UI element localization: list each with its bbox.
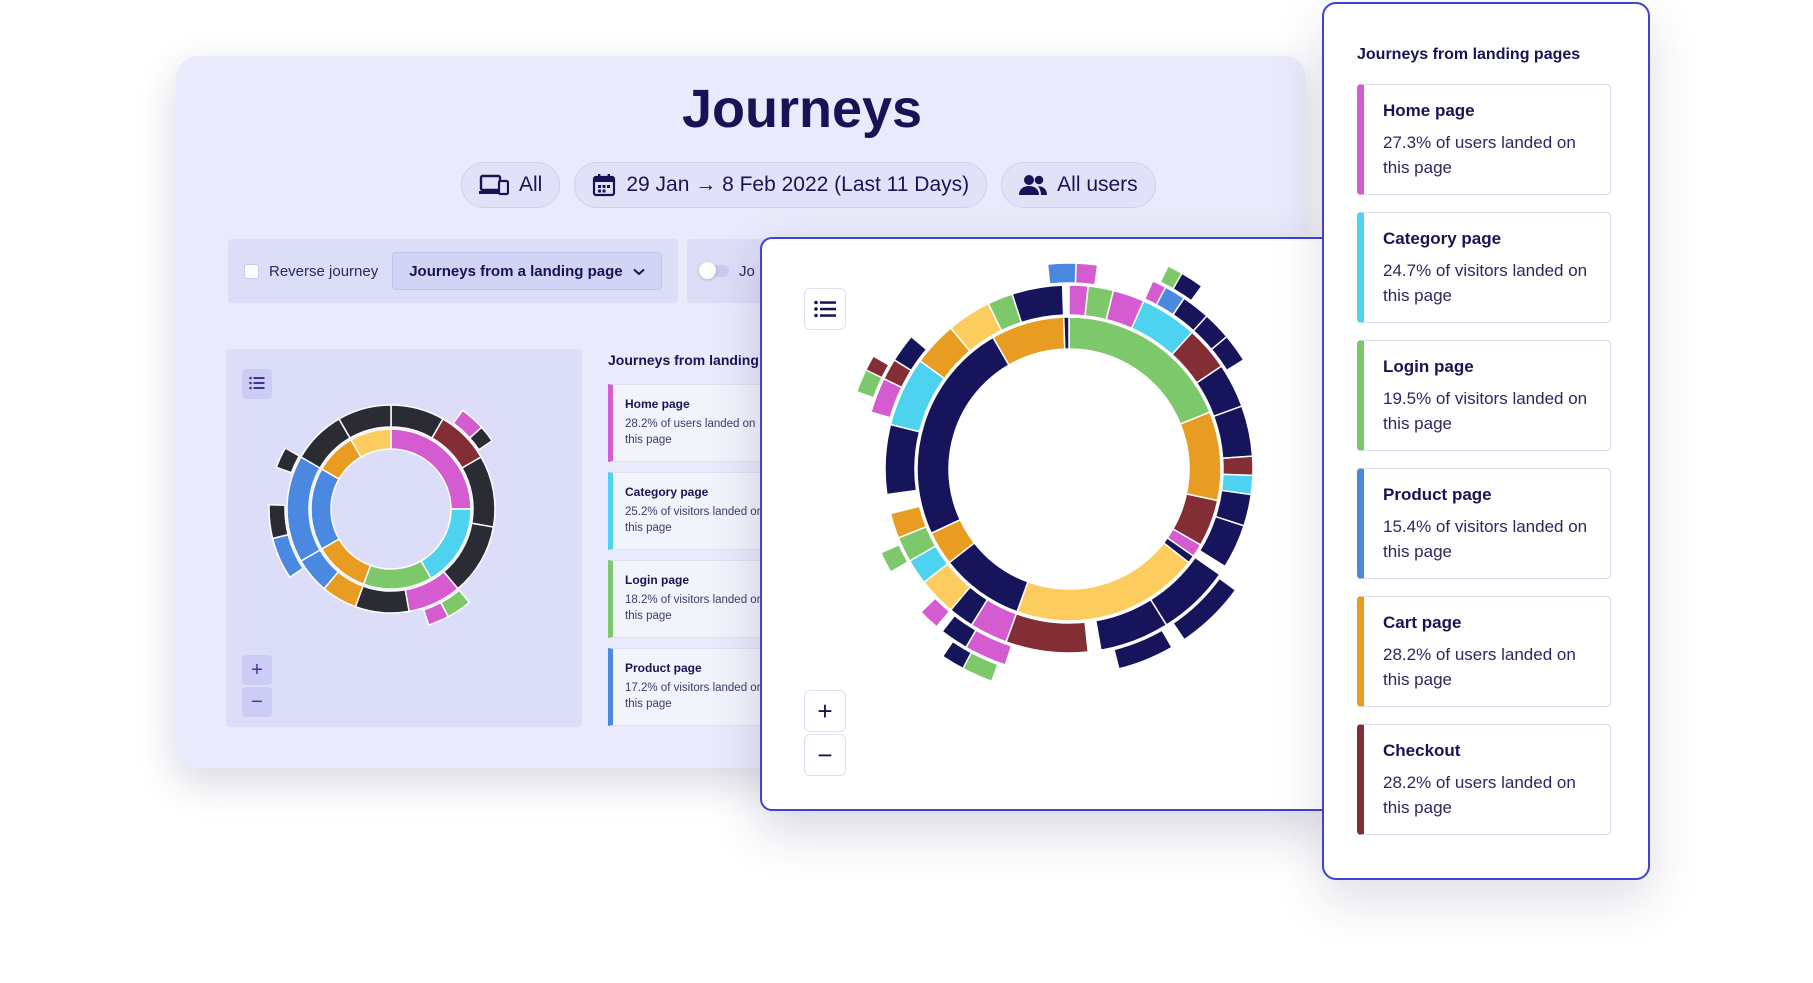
legend-item-login[interactable]: Login page 19.5% of visitors landed on t… xyxy=(1357,340,1611,451)
users-icon xyxy=(1019,174,1048,196)
mini-outer-segment[interactable] xyxy=(354,585,410,614)
mini-legend-item-title: Product page xyxy=(625,661,702,675)
mini-legend-item-product[interactable]: Product page 17.2% of visitors landed on… xyxy=(608,648,788,726)
journey-mode-value: Journeys from a landing page xyxy=(409,262,623,280)
mini-chart-area: + − xyxy=(226,349,582,727)
journey-mode-select[interactable]: Journeys from a landing page xyxy=(392,252,663,290)
mini-sunburst-chart[interactable] xyxy=(226,349,582,727)
outer-leaf-segment[interactable] xyxy=(941,640,973,670)
landing-pages-legend-panel: Journeys from landing pages Home page 27… xyxy=(1322,2,1650,880)
sunburst-card: + − xyxy=(760,237,1340,811)
legend-item-cart[interactable]: Cart page 28.2% of users landed on this … xyxy=(1357,596,1611,707)
devices-icon xyxy=(479,174,509,196)
list-icon xyxy=(249,373,265,396)
outer-ring-segment[interactable] xyxy=(1221,455,1254,477)
outer-ring-segment[interactable] xyxy=(1094,598,1168,652)
mini-zoom-in-button[interactable]: + xyxy=(242,655,272,685)
list-icon xyxy=(814,294,836,325)
chevron-down-icon xyxy=(633,263,645,280)
outer-ring-segment[interactable] xyxy=(1011,284,1065,324)
outer-leaf-segment[interactable] xyxy=(1046,262,1077,285)
legend-item-checkout[interactable]: Checkout 28.2% of users landed on this p… xyxy=(1357,724,1611,835)
outer-ring-segment[interactable] xyxy=(1198,515,1245,568)
outer-leaf-segment[interactable] xyxy=(893,335,928,372)
mini-list-view-button[interactable] xyxy=(242,369,272,399)
outer-leaf-segment[interactable] xyxy=(1171,272,1203,302)
mini-outer-segment[interactable] xyxy=(337,404,392,440)
legend-item-desc: 28.2% of users landed on this page xyxy=(1383,773,1576,817)
legend-item-title: Product page xyxy=(1383,485,1492,504)
legend-item-category[interactable]: Category page 24.7% of visitors landed o… xyxy=(1357,212,1611,323)
page-title: Journeys xyxy=(681,79,923,139)
segment-filter-label: All users xyxy=(1057,173,1138,196)
outer-leaf-segment[interactable] xyxy=(879,543,909,574)
mini-legend-item-title: Home page xyxy=(625,397,690,411)
outer-leaf-segment[interactable] xyxy=(1210,335,1245,372)
outer-leaf-segment[interactable] xyxy=(864,354,890,379)
device-filter-label: All xyxy=(519,173,543,196)
mini-legend-item-home[interactable]: Home page 28.2% of users landed on this … xyxy=(608,384,788,462)
mini-legend-item-category[interactable]: Category page 25.2% of visitors landed o… xyxy=(608,472,788,550)
legend-item-title: Cart page xyxy=(1383,613,1462,632)
legend-item-desc: 28.2% of users landed on this page xyxy=(1383,645,1576,689)
toggle-label: Jo xyxy=(739,262,755,280)
inner-ring-segment[interactable] xyxy=(1062,316,1070,350)
zoom-out-button[interactable]: − xyxy=(804,734,846,776)
legend-item-title: Checkout xyxy=(1383,741,1461,760)
sunburst-chart[interactable] xyxy=(762,239,1340,811)
mini-leaf-segment[interactable] xyxy=(468,426,494,451)
mini-legend-item-desc: 17.2% of visitors landed on this page xyxy=(625,682,764,710)
mini-inner-segment[interactable] xyxy=(349,428,392,459)
mini-leaf-segment[interactable] xyxy=(275,446,301,474)
mini-legend-item-desc: 25.2% of visitors landed on this page xyxy=(625,506,764,534)
legend-item-desc: 15.4% of visitors landed on this page xyxy=(1383,517,1588,561)
legend-item-home[interactable]: Home page 27.3% of users landed on this … xyxy=(1357,84,1611,195)
legend-item-product[interactable]: Product page 15.4% of visitors landed on… xyxy=(1357,468,1611,579)
mini-legend-item-desc: 28.2% of users landed on this page xyxy=(625,418,756,446)
legend-item-desc: 27.3% of users landed on this page xyxy=(1383,133,1576,177)
mini-inner-segment[interactable] xyxy=(310,467,341,551)
outer-leaf-segment[interactable] xyxy=(941,614,978,649)
journey-toggle[interactable] xyxy=(699,262,729,279)
reverse-journey-label: Reverse journey xyxy=(269,262,379,280)
outer-leaf-segment[interactable] xyxy=(1113,629,1174,670)
mini-legend-item-desc: 18.2% of visitors landed on this page xyxy=(625,594,764,622)
legend-item-title: Category page xyxy=(1383,229,1502,248)
list-view-button[interactable] xyxy=(804,288,846,330)
legend-item-desc: 24.7% of visitors landed on this page xyxy=(1383,261,1588,305)
journey-toolbar: Reverse journey Journeys from a landing … xyxy=(228,239,678,303)
reverse-journey-checkbox[interactable] xyxy=(244,263,259,279)
mini-leaf-segment[interactable] xyxy=(422,601,450,626)
zoom-in-button[interactable]: + xyxy=(804,690,846,732)
legend-item-title: Login page xyxy=(1383,357,1474,376)
outer-ring-segment[interactable] xyxy=(884,423,921,496)
inner-ring-segment[interactable] xyxy=(1179,411,1222,502)
date-range-button[interactable]: 29 Jan → 8 Feb 2022 (Last 11 Days) xyxy=(574,162,988,208)
outer-leaf-segment[interactable] xyxy=(919,597,951,628)
legend-item-desc: 19.5% of visitors landed on this page xyxy=(1383,389,1588,433)
mini-leaf-segment[interactable] xyxy=(268,503,290,540)
outer-ring-segment[interactable] xyxy=(889,505,928,539)
legend-panel-title: Journeys from landing pages xyxy=(1357,46,1581,63)
legend-item-title: Home page xyxy=(1383,101,1475,120)
outer-leaf-segment[interactable] xyxy=(1074,262,1099,286)
segment-filter-button[interactable]: All users xyxy=(1001,162,1156,208)
mini-legend-title: Journeys from landing xyxy=(608,352,759,368)
device-filter-button[interactable]: All xyxy=(461,162,561,208)
date-range-label: 29 Jan → 8 Feb 2022 (Last 11 Days) xyxy=(626,173,970,196)
mini-legend-item-login[interactable]: Login page 18.2% of visitors landed on t… xyxy=(608,560,788,638)
filter-bar: All 29 Jan → 8 Feb 2022 (Last 11 Days) A… xyxy=(461,162,1156,208)
calendar-icon xyxy=(592,173,616,197)
mini-legend-item-title: Category page xyxy=(625,485,709,499)
outer-leaf-segment[interactable] xyxy=(1171,577,1237,641)
mini-legend-item-title: Login page xyxy=(625,573,689,587)
mini-zoom-out-button[interactable]: − xyxy=(242,687,272,717)
